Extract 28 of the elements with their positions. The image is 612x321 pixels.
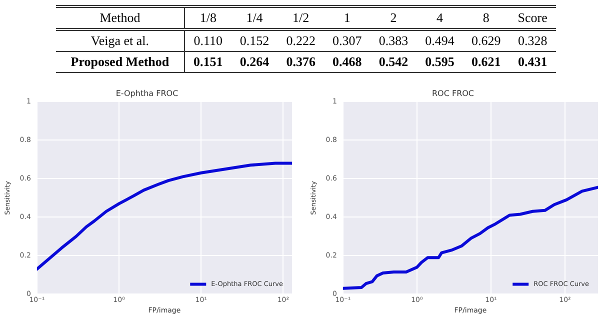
x-tick-label: 2: [389, 9, 398, 27]
x-tick-label: 1/2: [292, 9, 310, 27]
data-label: 0.110: [192, 32, 224, 50]
data-label: 0.222: [285, 32, 316, 50]
data-label: 0.151: [192, 53, 224, 71]
data-label: 0.468: [332, 53, 363, 71]
x-tick-label: 8: [482, 9, 490, 27]
chart-title: ROC FROC: [432, 88, 474, 98]
data-label: 0.383: [378, 32, 410, 50]
data-label: 0.621: [470, 53, 502, 71]
data-label: 0.152: [238, 32, 270, 50]
data-label: 0.494: [424, 32, 456, 50]
y-axis-title: Method: [56, 6, 184, 30]
data-label: 0.542: [378, 53, 410, 71]
x-tick-label: Score: [516, 9, 548, 27]
data-label: 0.595: [424, 53, 456, 71]
data-label: 0.264: [238, 53, 270, 71]
x-tick-label: 1/8: [198, 9, 218, 27]
y-tick-label: Veiga et al.: [56, 30, 184, 52]
y-tick-label: Proposed Method: [56, 52, 184, 72]
chart-title: E-Ophtha FROC: [116, 88, 179, 98]
data-label: 0.328: [516, 32, 548, 50]
data-label: 0.307: [332, 32, 363, 50]
data-label: 0.431: [516, 53, 548, 71]
data-label: 0.376: [285, 53, 316, 71]
data-label: 0.629: [470, 32, 502, 50]
x-tick-label: 4: [436, 9, 444, 27]
x-tick-label: 1/4: [245, 9, 264, 27]
